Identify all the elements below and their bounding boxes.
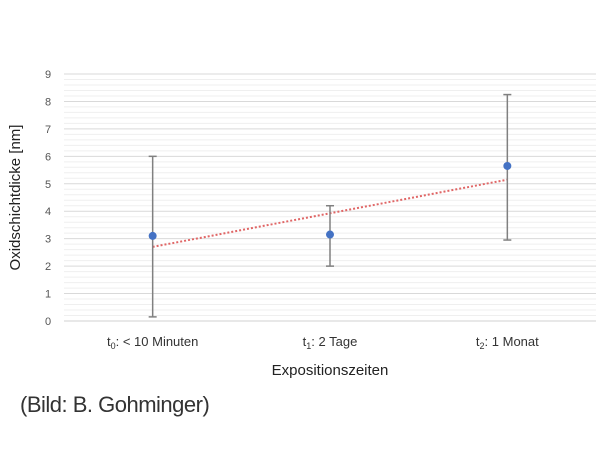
gridlines [64, 73, 596, 317]
x-category-label: t1: 2 Tage [303, 334, 358, 351]
y-tick-label: 3 [45, 234, 51, 246]
x-axis-title: Expositionszeiten [272, 362, 389, 379]
y-tick-label: 1 [45, 289, 51, 301]
y-tick-label: 5 [45, 179, 51, 191]
y-tick-label: 4 [45, 206, 51, 218]
data-point [148, 231, 157, 240]
data-points [148, 161, 512, 240]
data-point [326, 230, 334, 239]
x-axis-categories: t0: < 10 Minuten t1: 2 Tage t2: 1 Monat [107, 334, 539, 351]
y-axis-title: Oxidschichtdicke [nm] [7, 125, 24, 271]
data-point [503, 161, 512, 170]
y-tick-label: 2 [45, 261, 51, 273]
y-tick-label: 0 [45, 316, 51, 328]
y-tick-label: 7 [45, 124, 51, 136]
y-tick-label: 8 [45, 96, 51, 108]
y-axis-ticks: 0 1 2 3 4 5 6 7 8 9 [45, 69, 51, 328]
x-category-label: t0: < 10 Minuten [107, 334, 198, 351]
image-credit: (Bild: B. Gohminger) [20, 392, 210, 417]
y-tick-label: 9 [45, 69, 51, 81]
x-category-label: t2: 1 Monat [476, 334, 539, 351]
chart: 0 1 2 3 4 5 6 7 8 9 t0: < 10 Minuten t1: 2 Tage t2:… [7, 69, 596, 379]
y-tick-label: 6 [45, 151, 51, 163]
